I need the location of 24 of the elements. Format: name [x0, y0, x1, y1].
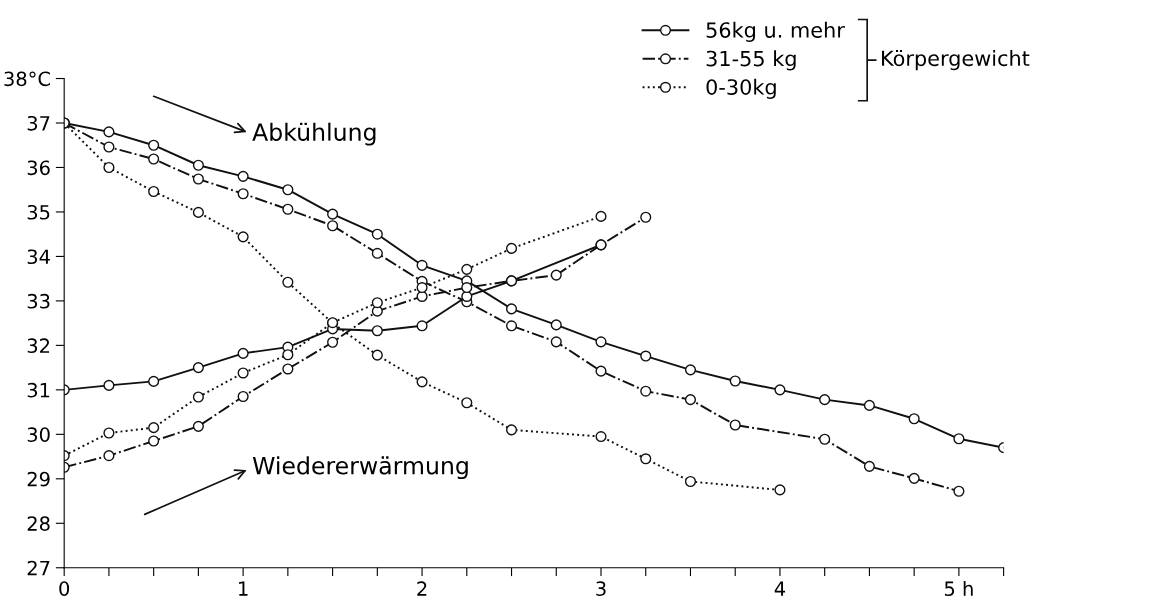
legend-label: 0-30kg	[706, 78, 776, 99]
y-tick-label: 32	[27, 338, 50, 354]
x-tick-label: 1	[239, 581, 248, 596]
x-tick-label: 4	[774, 581, 786, 596]
y-tick-label: 28	[27, 516, 50, 531]
y-tick-label: 30	[27, 427, 50, 442]
x-tick-label: 0	[59, 581, 70, 597]
x-tick-label: 3	[596, 581, 606, 597]
x-tick-label: 2	[417, 581, 427, 596]
y-tick-label: 33	[27, 293, 50, 309]
y-tick-label: 35	[27, 204, 50, 220]
legend-label: 56kg u. mehr	[706, 21, 845, 42]
x-tick-label: 5 h	[944, 580, 973, 597]
y-tick-label: 36	[27, 160, 50, 176]
annotation: Wiedererwärmung	[252, 456, 468, 480]
legend-title: Körpergewicht	[882, 50, 1030, 71]
annotation: Abkühlung	[252, 122, 376, 146]
y-tick-label: 38°C	[4, 71, 50, 87]
legend-label: 31-55 kg	[706, 50, 796, 71]
y-tick-label: 37	[27, 115, 50, 131]
y-tick-label: 31	[27, 382, 50, 398]
y-tick-label: 29	[27, 471, 50, 487]
y-tick-label: 34	[27, 249, 50, 265]
y-tick-label: 27	[27, 560, 50, 576]
